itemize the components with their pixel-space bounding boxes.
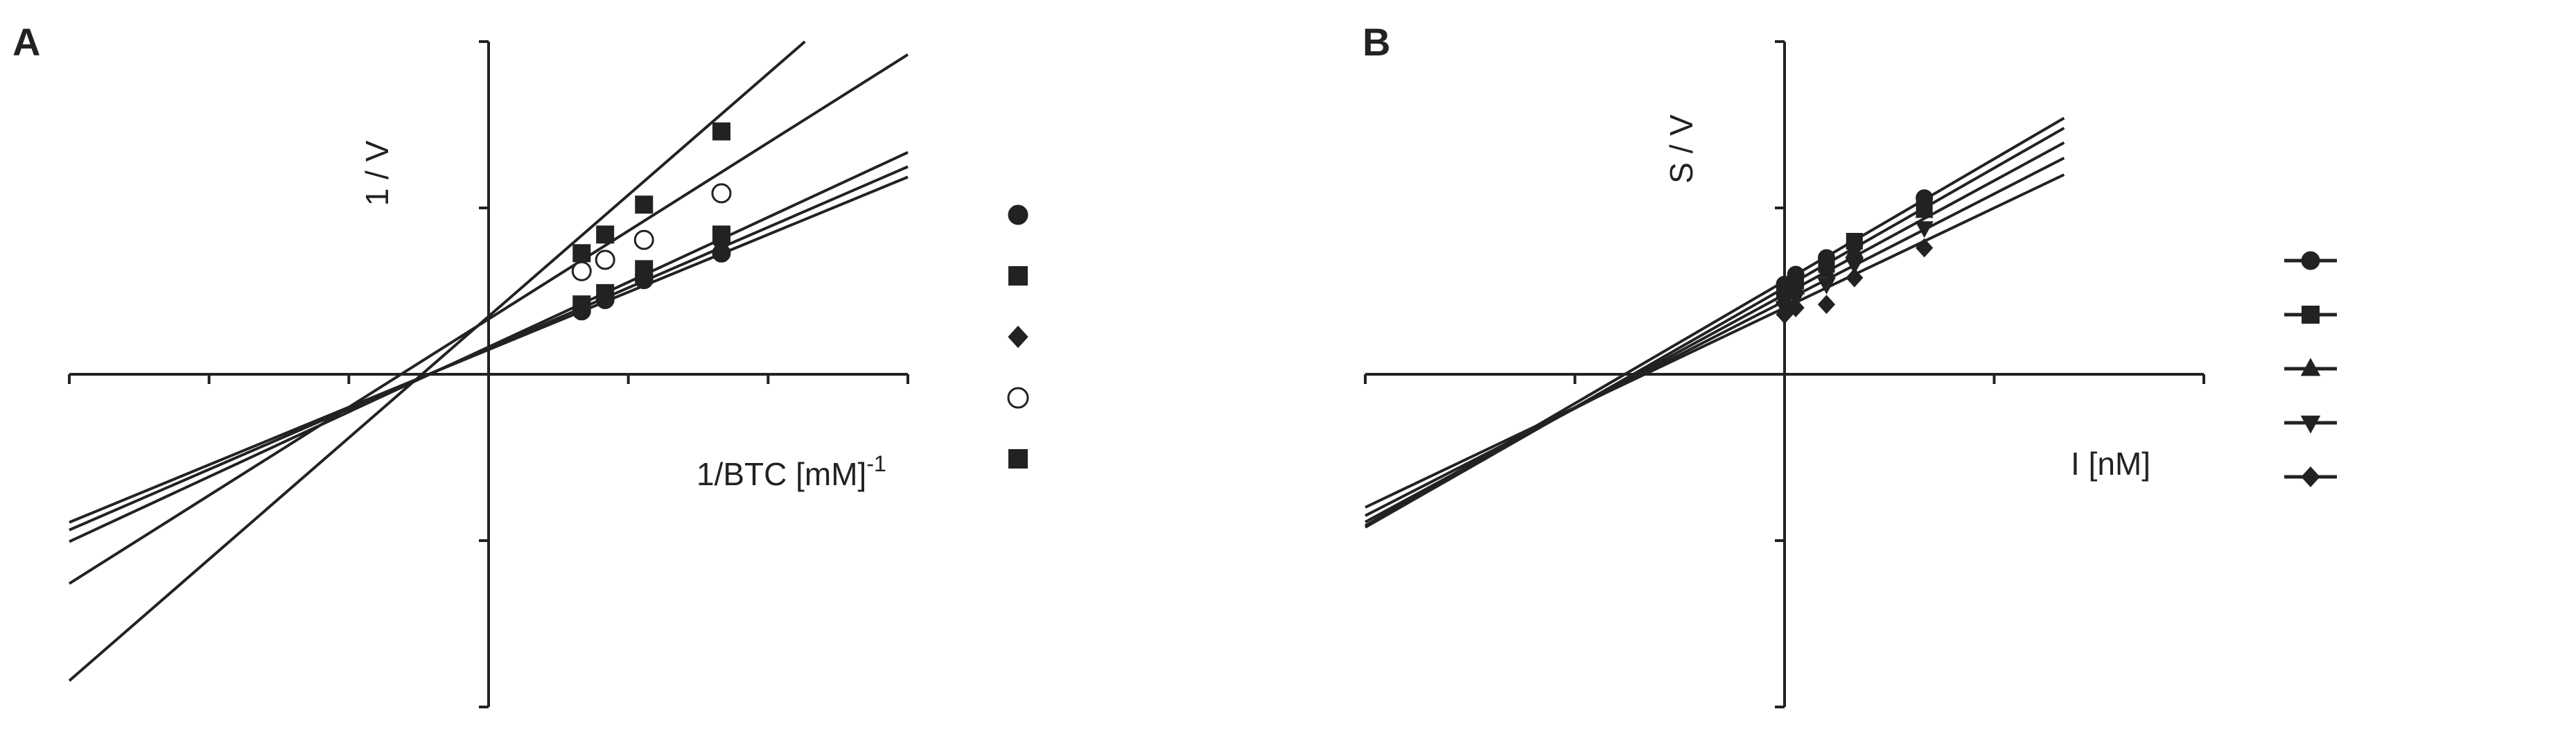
panel-b: B S / V I [nM]	[1363, 20, 2337, 708]
panel-b-data-point	[1915, 201, 1934, 218]
panel-b-legend	[2284, 251, 2337, 487]
panel-b-data-point	[1817, 261, 1836, 278]
panel-b-data-point	[1775, 288, 1794, 305]
panel-b-data-point	[1845, 258, 1864, 274]
panel-b-data-point	[1817, 277, 1836, 295]
panel-a-data-point	[712, 122, 730, 141]
panel-b-x-axis-title: I [nM]	[2071, 446, 2150, 482]
panel-a-legend-marker	[1008, 266, 1028, 286]
panel-b-data-point	[1915, 221, 1934, 238]
panel-a-data-point	[596, 225, 615, 244]
panel-a-data-point	[572, 297, 591, 318]
panel-a-data-point	[571, 261, 592, 281]
panel-b-data-point	[1787, 298, 1805, 317]
panel-b-fit-line	[1365, 173, 2065, 509]
panel-label-a: A	[12, 20, 40, 64]
panel-a: A 1 / V 1/BTC [mM]-1	[12, 20, 1029, 708]
panel-b-points	[1775, 189, 1934, 324]
panel-label-b: B	[1363, 20, 1390, 64]
panel-b-fit-line	[1365, 157, 2065, 517]
panel-b-y-axis-title: S / V	[1663, 114, 1699, 184]
panel-b-legend-marker	[2300, 415, 2321, 434]
panel-a-data-point	[712, 232, 731, 254]
panel-a-legend-marker	[1008, 204, 1028, 225]
panel-b-legend-marker	[2301, 251, 2320, 270]
panel-a-data-point	[595, 250, 615, 270]
panel-a-fit-line	[68, 40, 806, 682]
panel-b-data-point	[1776, 304, 1794, 324]
panel-a-data-point	[634, 264, 654, 285]
panel-b-legend-marker	[2301, 466, 2320, 487]
panel-b-fit-lines	[1364, 116, 2065, 529]
panel-a-x-axis-title: 1/BTC [mM]-1	[696, 451, 886, 492]
panel-a-legend-marker	[1007, 387, 1029, 409]
panel-a-points	[571, 122, 732, 321]
panel-b-fit-line	[1365, 141, 2065, 523]
panel-a-x-axis-title-sup: -1	[866, 451, 886, 476]
panel-b-data-point	[1846, 268, 1864, 288]
panel-b-fit-line	[1365, 127, 2065, 529]
panel-b-axes	[1364, 40, 2205, 708]
panel-a-data-point	[633, 229, 654, 250]
panel-b-legend-marker	[2302, 306, 2320, 324]
panel-a-legend	[1007, 204, 1029, 469]
panel-a-data-point	[595, 285, 615, 306]
panel-a-legend-marker	[1008, 449, 1028, 469]
panel-b-data-point	[1916, 238, 1934, 258]
panel-a-data-point	[711, 183, 732, 204]
panel-b-data-point	[1817, 295, 1836, 314]
panel-b-data-point	[1786, 277, 1805, 295]
panel-a-legend-marker	[1008, 325, 1028, 349]
panel-a-x-axis-title-main: 1/BTC [mM]	[696, 456, 866, 492]
panel-a-data-point	[635, 195, 654, 214]
panel-b-data-point	[1845, 241, 1864, 258]
panel-a-y-axis-title: 1 / V	[359, 140, 395, 206]
panel-a-data-point	[572, 244, 591, 263]
panel-a-axes	[68, 40, 909, 708]
panel-b-legend-marker	[2300, 358, 2321, 376]
